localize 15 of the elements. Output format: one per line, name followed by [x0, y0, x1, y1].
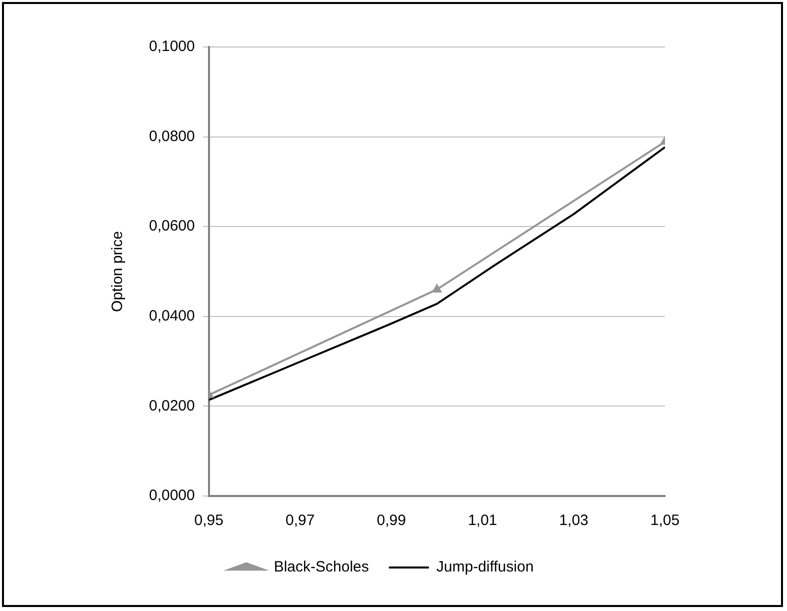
x-tick-label: 0,97: [286, 512, 315, 530]
legend-label: Jump-diffusion: [436, 558, 534, 576]
x-tick-label: 0,95: [194, 512, 224, 530]
x-tick-label: 1,05: [650, 512, 680, 530]
y-tick-label: 0,0200: [148, 397, 195, 414]
x-tick-label: 0,99: [376, 512, 406, 530]
x-tick-label: 1,03: [559, 512, 588, 530]
x-tick-label: 1,01: [468, 512, 498, 530]
y-tick-label: 0,0600: [148, 218, 195, 235]
legend-label: Black-Scholes: [274, 558, 369, 576]
y-tick-label: 0,0000: [148, 487, 195, 504]
y-tick-label: 0,0400: [148, 308, 195, 325]
y-tick-label: 0,0800: [148, 128, 195, 145]
y-tick-label: 0,1000: [148, 38, 195, 56]
y-axis-title: Option price: [109, 231, 126, 312]
